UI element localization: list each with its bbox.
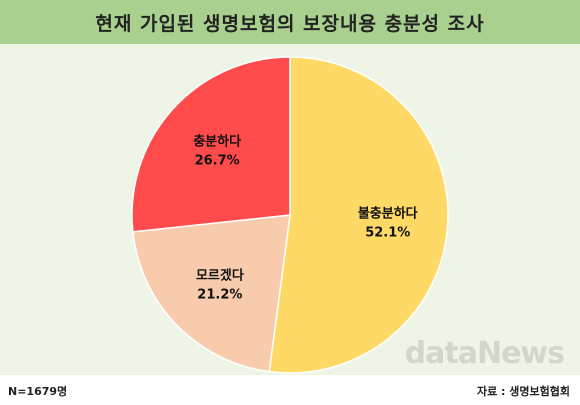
- datanews-watermark: dataNews: [404, 336, 565, 371]
- pie-chart: 불충분하다 52.1% 모르겠다 21.2% 충분하다 26.7%: [131, 56, 449, 374]
- title-bar: 현재 가입된 생명보험의 보장내용 충분성 조사: [0, 0, 580, 45]
- pie-slice-1: [132, 214, 291, 373]
- slice-value-1: 21.2%: [197, 287, 242, 302]
- sample-size: N=1679명: [8, 385, 68, 398]
- pie-slice-0: [268, 56, 449, 374]
- slice-value-0: 52.1%: [365, 225, 410, 240]
- source-credit: 자료 : 생명보험협회: [476, 385, 570, 398]
- slice-value-2: 26.7%: [195, 154, 240, 169]
- slice-label-1: 모르겠다: [196, 267, 244, 283]
- chart-area: 불충분하다 52.1% 모르겠다 21.2% 충분하다 26.7% dataNews: [0, 44, 580, 375]
- pie-slice-2: [131, 56, 291, 233]
- slice-label-2: 충분하다: [193, 134, 241, 150]
- chart-title: 현재 가입된 생명보험의 보장내용 충분성 조사: [95, 12, 485, 35]
- footer: N=1679명 자료 : 생명보험협회: [0, 375, 580, 405]
- slice-label-0: 불충분하다: [358, 205, 418, 221]
